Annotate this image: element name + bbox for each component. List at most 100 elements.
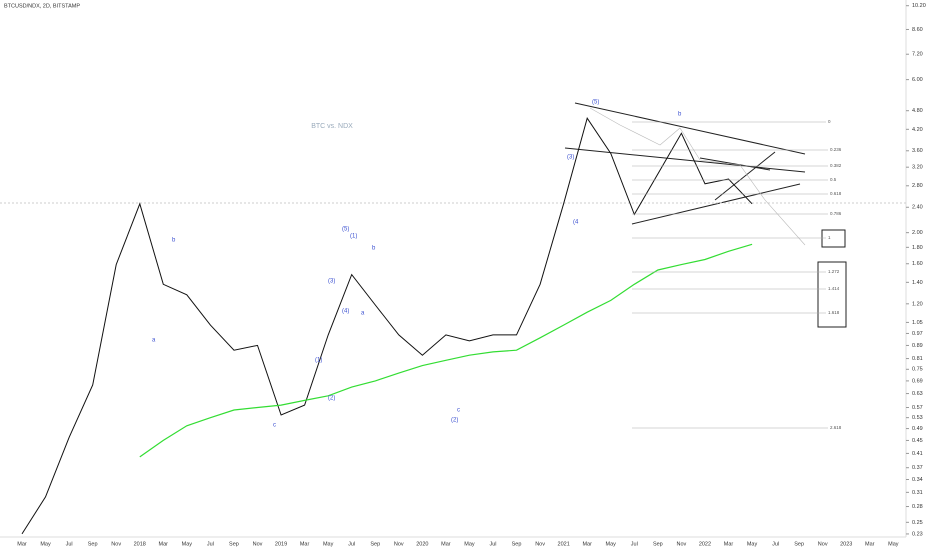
fib-label: 0.236 — [830, 147, 842, 152]
wave-label: a — [152, 338, 156, 344]
y-tick-label: 4.80 — [912, 108, 923, 114]
x-tick-label: May — [464, 541, 475, 547]
wave-label: (1) — [315, 358, 322, 364]
wave-label: b — [678, 112, 682, 118]
x-tick-label: Nov — [818, 541, 828, 547]
x-tick-label: Mar — [724, 541, 734, 547]
x-tick-label: May — [182, 541, 193, 547]
y-tick-label: 0.31 — [912, 490, 923, 496]
x-tick-label: Mar — [865, 541, 875, 547]
fib-label: 0.786 — [830, 211, 842, 216]
x-tick-label: Jul — [348, 541, 355, 547]
x-tick-label: Mar — [582, 541, 592, 547]
x-tick-label: May — [323, 541, 334, 547]
fib-label: 1 — [828, 235, 831, 240]
x-tick-label: 2023 — [840, 541, 852, 547]
x-tick-label: Sep — [229, 541, 239, 547]
watermark: BTC vs. NDX — [311, 123, 353, 130]
fib-label: 0.382 — [830, 163, 842, 168]
x-tick-label: Sep — [512, 541, 522, 547]
y-tick-label: 3.60 — [912, 148, 923, 154]
fib-label: 0 — [828, 119, 831, 124]
wave-label: c — [457, 408, 460, 414]
y-tick-label: 6.00 — [912, 77, 923, 83]
y-tick-label: 0.28 — [912, 504, 923, 510]
y-tick-label: 0.69 — [912, 378, 923, 384]
x-tick-label: 2021 — [558, 541, 570, 547]
wave-label: (5) — [592, 100, 599, 106]
y-tick-label: 0.45 — [912, 438, 923, 444]
y-tick-label: 0.34 — [912, 477, 923, 483]
x-tick-label: May — [888, 541, 899, 547]
x-tick-label: Sep — [88, 541, 98, 547]
y-tick-label: 0.81 — [912, 356, 923, 362]
price-line — [139, 243, 753, 458]
x-tick-label: 2020 — [416, 541, 428, 547]
y-tick-label: 0.49 — [912, 426, 923, 432]
y-tick-label: 2.40 — [912, 205, 923, 211]
x-tick-label: Sep — [794, 541, 804, 547]
wave-label: (4) — [342, 309, 349, 315]
x-tick-label: Nov — [535, 541, 545, 547]
wave-label: c — [273, 423, 276, 429]
chart-title: BTCUSD/NDX, 2D, BITSTAMP — [4, 3, 80, 9]
fib-label: 1.414 — [828, 286, 840, 291]
wave-label: (1) — [350, 234, 357, 240]
x-tick-label: Jul — [489, 541, 496, 547]
x-tick-label: Mar — [441, 541, 451, 547]
x-tick-label: May — [747, 541, 758, 547]
x-tick-label: May — [40, 541, 51, 547]
y-tick-label: 3.20 — [912, 165, 923, 171]
trendlines — [564, 102, 847, 328]
fib-label: 2.618 — [830, 425, 842, 430]
x-tick-label: 2019 — [275, 541, 287, 547]
x-tick-label: Jul — [66, 541, 73, 547]
x-tick-label: Nov — [111, 541, 121, 547]
y-tick-label: 0.97 — [912, 331, 923, 337]
x-tick-label: Jul — [631, 541, 638, 547]
y-tick-label: 2.80 — [912, 183, 923, 189]
y-tick-label: 0.53 — [912, 415, 923, 421]
x-tick-label: Nov — [394, 541, 404, 547]
y-tick-label: 0.23 — [912, 531, 923, 537]
x-tick-label: Mar — [300, 541, 310, 547]
wave-label: (4 — [573, 220, 579, 226]
x-tick-label: Sep — [653, 541, 663, 547]
y-tick-label: 1.05 — [912, 320, 923, 326]
x-tick-label: Nov — [677, 541, 687, 547]
y-tick-label: 1.20 — [912, 301, 923, 307]
x-tick-label: Jul — [772, 541, 779, 547]
x-tick-label: Mar — [159, 541, 169, 547]
fib-label: 0.5 — [830, 177, 837, 182]
y-tick-label: 0.75 — [912, 367, 923, 373]
wave-label: b — [172, 238, 176, 244]
x-tick-label: Nov — [253, 541, 263, 547]
wave-label: (5) — [342, 227, 349, 233]
y-tick-label: 0.57 — [912, 405, 923, 411]
price-line — [21, 117, 753, 535]
wave-label: b — [372, 246, 376, 252]
y-tick-label: 1.80 — [912, 245, 923, 251]
y-tick-label: 10.20 — [912, 3, 926, 9]
x-tick-label: Sep — [370, 541, 380, 547]
x-tick-label: Mar — [17, 541, 27, 547]
y-tick-label: 0.63 — [912, 391, 923, 397]
y-tick-label: 2.00 — [912, 230, 923, 236]
x-tick-label: May — [606, 541, 617, 547]
y-tick-label: 4.20 — [912, 127, 923, 133]
wave-label: (3) — [567, 155, 574, 161]
y-tick-label: 7.20 — [912, 52, 923, 58]
wave-label: (2) — [451, 418, 458, 424]
x-tick-label: Jul — [207, 541, 214, 547]
wave-label: a — [361, 311, 365, 317]
y-tick-label: 1.40 — [912, 280, 923, 286]
y-tick-label: 0.89 — [912, 343, 923, 349]
fib-label: 0.618 — [830, 191, 842, 196]
y-tick-label: 8.60 — [912, 27, 923, 33]
x-tick-label: 2022 — [699, 541, 711, 547]
y-tick-label: 1.60 — [912, 261, 923, 267]
y-tick-label: 0.25 — [912, 520, 923, 526]
y-tick-label: 0.41 — [912, 451, 923, 457]
